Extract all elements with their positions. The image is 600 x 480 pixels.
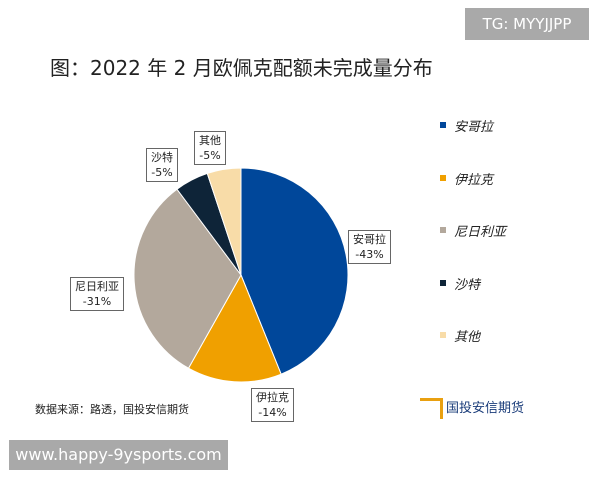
legend-swatch <box>440 227 446 233</box>
legend-item: 沙特 <box>440 274 506 327</box>
logo-icon <box>420 398 443 419</box>
watermark-top: TG: MYYJJPP <box>465 8 589 40</box>
callout-安哥拉: 安哥拉 -43% <box>348 230 391 264</box>
source-note: 数据来源：路透，国投安信期货 <box>35 403 189 416</box>
legend-swatch <box>440 279 446 286</box>
pie-slice-尼日利亚 <box>133 188 242 369</box>
pie-slice-伊拉克 <box>187 273 282 383</box>
legend-item: 安哥拉 <box>440 116 506 169</box>
legend-item: 尼日利亚 <box>440 221 506 274</box>
legend-item: 伊拉克 <box>440 169 506 222</box>
legend: 安哥拉 伊拉克 尼日利亚 沙特 其他 <box>440 116 506 379</box>
callout-伊拉克: 伊拉克 -14% <box>251 388 294 422</box>
pie-slice-安哥拉 <box>240 167 349 375</box>
pie-slice-其他 <box>206 167 242 276</box>
legend-swatch <box>440 122 446 128</box>
legend-swatch <box>440 174 446 181</box>
callout-沙特: 沙特 -5% <box>146 148 178 182</box>
legend-item: 其他 <box>440 326 506 379</box>
watermark-bottom: www.happy-9ysports.com <box>9 440 228 470</box>
legend-swatch <box>440 332 446 338</box>
logo: 国投安信期货 <box>420 397 524 419</box>
callout-尼日利亚: 尼日利亚 -31% <box>70 277 124 311</box>
callout-其他: 其他 -5% <box>194 131 226 165</box>
chart-title: 图：2022 年 2 月欧佩克配额未完成量分布 <box>50 56 433 80</box>
